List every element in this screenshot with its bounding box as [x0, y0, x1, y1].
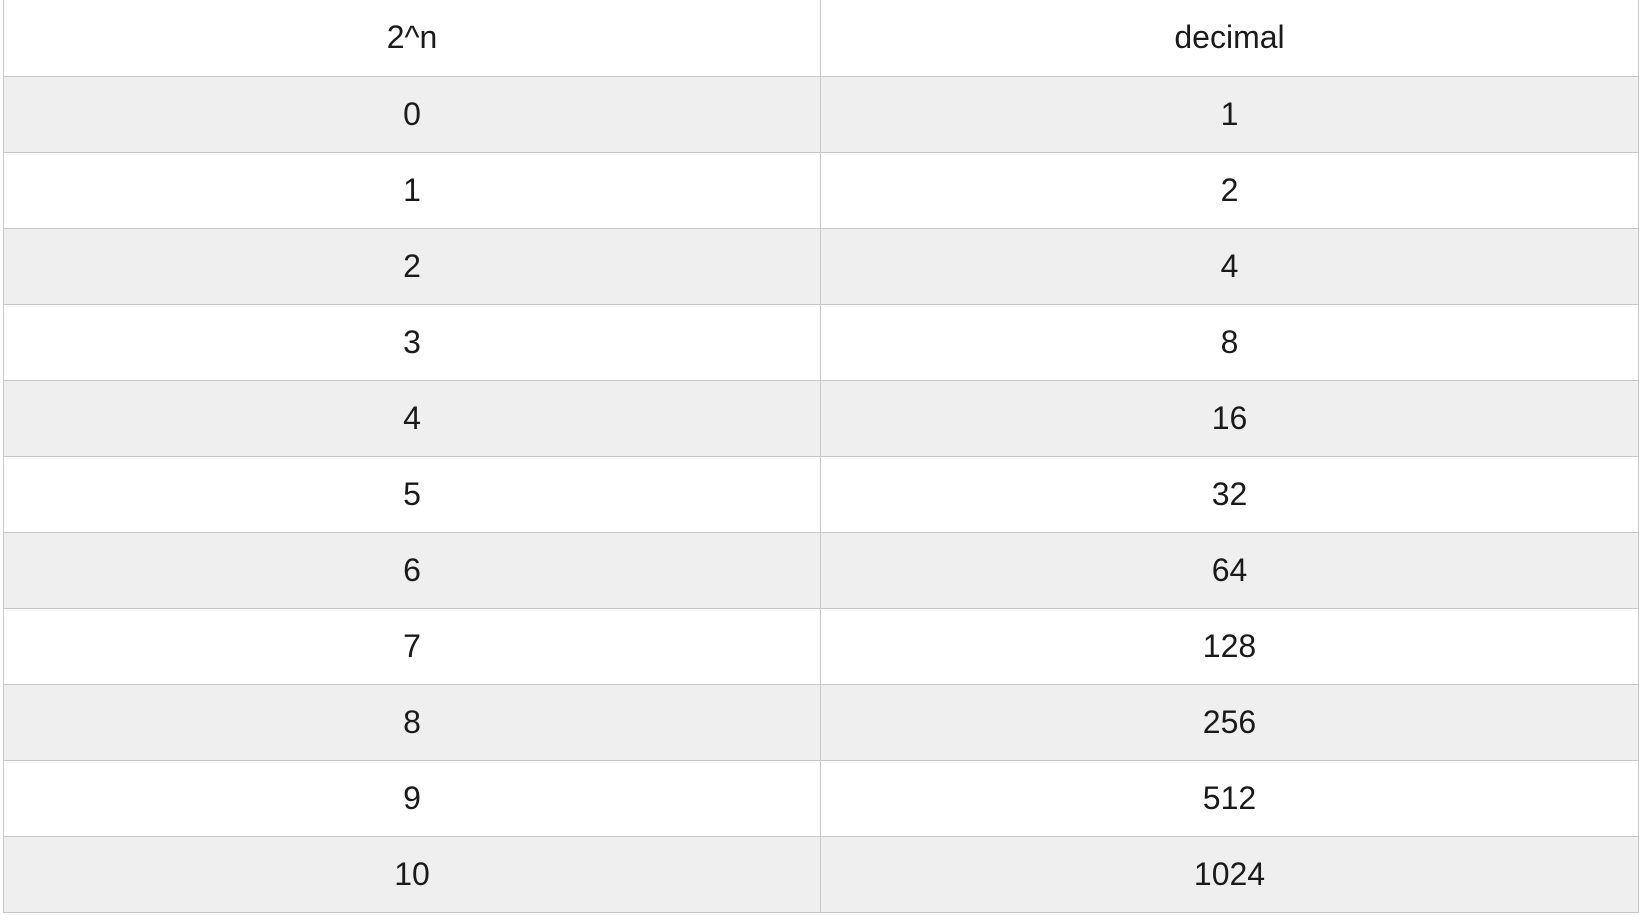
- table-row: 5 32: [3, 455, 1639, 533]
- exponent-cell: 0: [3, 75, 821, 153]
- table-row: 2 4: [3, 227, 1639, 305]
- exponent-cell: 3: [3, 303, 821, 381]
- exponent-cell: 6: [3, 531, 821, 609]
- exponent-cell: 1: [3, 151, 821, 229]
- decimal-cell: 128: [820, 607, 1639, 685]
- powers-of-two-table: 2^n decimal 0 1 1 2 2 4 3 8 4 16: [3, 0, 1639, 913]
- table-row: 6 64: [3, 531, 1639, 609]
- table-row: 0 1: [3, 75, 1639, 153]
- table-body: 0 1 1 2 2 4 3 8 4 16 5 32: [3, 75, 1639, 913]
- header-row: 2^n decimal: [3, 0, 1639, 77]
- decimal-cell: 2: [820, 151, 1639, 229]
- decimal-cell: 4: [820, 227, 1639, 305]
- table-row: 4 16: [3, 379, 1639, 457]
- table-row: 10 1024: [3, 835, 1639, 913]
- exponent-cell: 7: [3, 607, 821, 685]
- exponent-cell: 2: [3, 227, 821, 305]
- table-row: 3 8: [3, 303, 1639, 381]
- table-row: 8 256: [3, 683, 1639, 761]
- decimal-cell: 16: [820, 379, 1639, 457]
- exponent-cell: 4: [3, 379, 821, 457]
- exponent-cell: 5: [3, 455, 821, 533]
- exponent-cell: 10: [3, 835, 821, 913]
- table-row: 1 2: [3, 151, 1639, 229]
- decimal-cell: 32: [820, 455, 1639, 533]
- decimal-cell: 256: [820, 683, 1639, 761]
- decimal-cell: 1024: [820, 835, 1639, 913]
- table-row: 9 512: [3, 759, 1639, 837]
- exponent-cell: 9: [3, 759, 821, 837]
- decimal-cell: 512: [820, 759, 1639, 837]
- column-header-decimal: decimal: [820, 0, 1639, 77]
- decimal-cell: 64: [820, 531, 1639, 609]
- decimal-cell: 1: [820, 75, 1639, 153]
- table-header: 2^n decimal: [3, 0, 1639, 77]
- exponent-cell: 8: [3, 683, 821, 761]
- decimal-cell: 8: [820, 303, 1639, 381]
- powers-of-two-table-container: 2^n decimal 0 1 1 2 2 4 3 8 4 16: [3, 0, 1639, 913]
- column-header-exponent: 2^n: [3, 0, 821, 77]
- table-row: 7 128: [3, 607, 1639, 685]
